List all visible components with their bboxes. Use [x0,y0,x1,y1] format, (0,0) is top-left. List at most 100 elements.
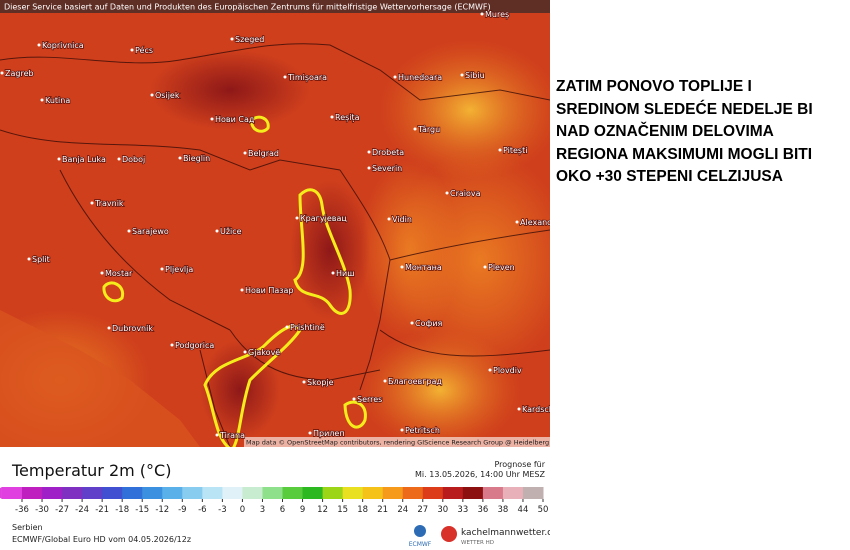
annotation-line: REGIONA MAKSIMUMI MOGLI BITI [556,145,813,163]
city-label: Zagreb [5,69,34,78]
colorbar-segment [402,487,424,499]
colorbar-segment [262,487,283,499]
city-dot [400,265,404,269]
colorbar-segment [522,487,544,499]
colorbar-tick-label: 3 [260,505,265,515]
colorbar-tick-label: 6 [280,505,285,515]
model: ECMWF/Global Euro HD vom 04.05.2026/12z [12,535,191,544]
colorbar-segment [302,487,324,499]
city-dot [515,220,519,224]
colorbar-segment [82,487,103,499]
colorbar-segment [102,487,123,499]
city-label: Alexand [520,218,550,227]
city-label: Vidin [392,215,412,224]
colorbar-segment [502,487,524,499]
colorbar-tick-label: 30 [437,505,448,515]
city-label: Нови Пазар [245,286,294,295]
city-dot [352,397,356,401]
city-dot [445,191,449,195]
city-dot [400,428,404,432]
city-label: Sibiu [465,71,485,80]
city-dot [460,73,464,77]
city-dot [243,350,247,354]
city-dot [483,265,487,269]
colorbar-arrow [0,487,2,499]
city-dot [210,117,214,121]
city-label: Split [32,255,50,264]
site-logo [441,526,457,542]
city-label: Прилеп [313,429,345,438]
city-label: Kutina [45,96,70,105]
colorbar-segment [142,487,163,499]
city-label: София [415,319,443,328]
city-dot [331,271,335,275]
colorbar-segment [242,487,263,499]
city-label: Prishtinë [290,323,325,332]
colorbar-segment [222,487,243,499]
region: Serbien [12,523,43,532]
city-dot [178,156,182,160]
city-label: Drobeta [372,148,404,157]
city-label: Kardsch [522,405,550,414]
site: kachelmannwetter.com [461,528,550,538]
colorbar-tick-label: 21 [377,505,388,515]
colorbar-segment [162,487,183,499]
city-dot [240,288,244,292]
colorbar-segment [342,487,364,499]
colorbar-tick-label: -15 [135,505,149,515]
colorbar-segment [282,487,304,499]
city-label: Монтана [405,263,442,272]
city-dot [243,151,247,155]
city-dot [100,271,104,275]
annotation-line: NAD OZNAČENIM DELOVIMA [556,123,774,140]
city-label: Pécs [135,45,153,55]
city-label: Szeged [235,35,264,44]
city-dot [302,380,306,384]
city-label: Sarajewo [132,227,169,236]
colorbar-segment [62,487,83,499]
colorbar-segment [462,487,484,499]
colorbar-tick-label: -36 [15,505,29,515]
city-dot [40,98,44,102]
city-dot [393,75,397,79]
city-dot [387,217,391,221]
city-label: Plovdiv [493,366,522,375]
legend: Temperatur 2m (°C) Prognose für Mi. 13.0… [0,460,550,548]
colorbar-segment [22,487,43,499]
city-label: Mureș [485,10,509,20]
disclaimer: Dieser Service basiert auf Daten und Pro… [4,3,491,12]
city-label: Крагујевац [300,214,347,223]
colorbar-tick-label: -3 [218,505,226,515]
colorbar-tick-label: -30 [35,505,49,515]
city-dot [130,48,134,52]
forecast-time: Mi. 13.05.2026, 14:00 Uhr MESZ [415,470,545,479]
colorbar-tick-label: 18 [357,505,368,515]
colorbar-tick-label: 24 [397,505,408,515]
city-label: Craiova [450,189,481,198]
colorbar-tick-label: 9 [300,505,305,515]
city-label: Dubrovnik [112,324,153,333]
colorbar-segment [482,487,504,499]
city-label: Užice [220,227,242,236]
city-dot [150,93,154,97]
city-dot [90,201,94,205]
city-dot [27,257,31,261]
colorbar-tick-label: 15 [337,505,348,515]
city-label: Osijek [155,91,180,100]
city-label: Banja Luka [62,155,106,164]
colorbar-segment [362,487,384,499]
colorbar-tick-label: 36 [477,505,488,515]
annotation-line: OKO +30 STEPENI CELZIJUSA [556,168,783,185]
city-label: Timișoara [287,73,327,83]
colorbar-tick-label: -9 [178,505,186,515]
city-label: Hunedoara [398,73,442,82]
city-label: Tirana [219,431,245,440]
city-label: Pitești [503,146,527,156]
city-dot [215,433,219,437]
city-dot [413,127,417,131]
city-dot [498,148,502,152]
annotation: ZATIM PONOVO TOPLIJE I SREDINOM SLEDEĆE N… [556,76,848,189]
city-label: Severin [372,164,402,173]
city-dot [57,157,61,161]
annotation-line: ZATIM PONOVO TOPLIJE I [556,78,752,95]
